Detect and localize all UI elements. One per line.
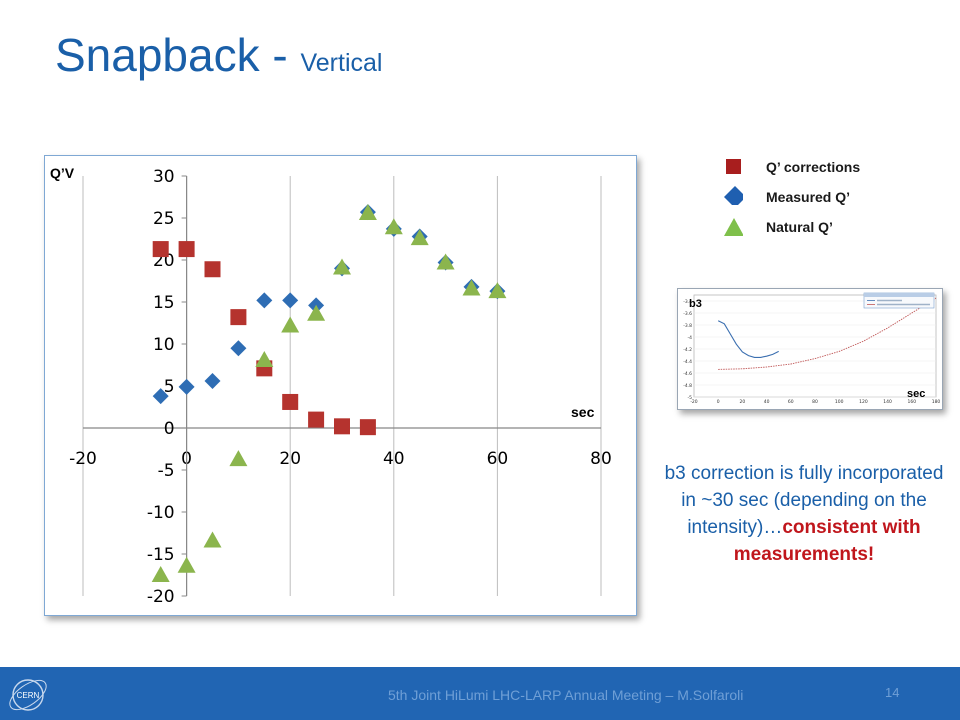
measured-point: [152, 388, 169, 405]
correction-point: [178, 241, 195, 258]
inset-x-tick: 20: [740, 399, 746, 405]
diamond-marker-icon: [724, 186, 743, 205]
natural-point: [255, 350, 274, 367]
measured-point: [230, 340, 247, 357]
slide-title-main: Snapback -: [55, 29, 301, 81]
inset-x-label: sec: [907, 388, 926, 400]
slide-title: Snapback - Vertical: [55, 28, 382, 82]
x-tick-label: 60: [487, 449, 509, 469]
legend-label: Q’ corrections: [766, 159, 861, 175]
y-tick-label: 30: [153, 167, 175, 187]
y-tick-label: 10: [153, 335, 175, 355]
main-chart: -20 0 20 40 60 80 -20 -15 -10 -5 0 5 10 15 20 25 30 Q’V …: [44, 155, 637, 616]
y-tick-label: 25: [153, 209, 175, 229]
correction-point: [308, 411, 325, 428]
x-axis-label: sec: [571, 404, 595, 420]
inset-y-tick: -4.6: [683, 371, 692, 377]
slide-title-sub: Vertical: [300, 49, 383, 77]
inset-y-tick: -3.8: [683, 323, 692, 329]
correction-point: [334, 418, 350, 435]
correction-point: [204, 261, 221, 278]
inset-plot-area: [693, 294, 937, 398]
inset-x-tick: 140: [883, 399, 892, 405]
natural-point: [177, 556, 196, 573]
correction-point: [152, 241, 169, 258]
inset-x-tick: 60: [788, 399, 794, 405]
correction-point: [359, 419, 376, 436]
measured-point: [178, 378, 195, 395]
inset-y-tick: -5: [688, 395, 693, 401]
x-tick-label: 40: [383, 449, 405, 469]
inset-series-red: [718, 297, 937, 370]
page-number: 14: [885, 685, 900, 700]
y-tick-label: 5: [164, 377, 175, 397]
note-highlight: consistent with measurements!: [733, 517, 921, 565]
measured-point: [282, 292, 299, 309]
natural-point: [281, 316, 300, 333]
legend-label: Measured Q’: [766, 189, 851, 205]
x-tick-label: 80: [590, 449, 612, 469]
inset-y-tick: -4.2: [683, 347, 692, 353]
y-axis-label: Q’V: [50, 165, 75, 181]
footer-bar: CERN 5th Joint HiLumi LHC-LARP Annual Me…: [0, 667, 960, 720]
conclusion-note: b3 correction is fully incorporated in ~…: [662, 460, 946, 568]
inset-x-tick: 80: [812, 399, 818, 405]
natural-point: [229, 450, 248, 467]
y-tick-label: -20: [147, 587, 175, 607]
cern-logo-text: CERN: [17, 691, 40, 700]
x-tick-label: -20: [69, 449, 97, 469]
inset-y-tick: -3.4: [683, 299, 692, 305]
y-tick-label: -5: [158, 461, 175, 481]
inset-y-tick: -4.4: [683, 359, 692, 365]
note-text: b3 correction is fully incorporated in ~…: [664, 463, 944, 538]
square-marker-icon: [726, 159, 741, 174]
inset-x-tick: 0: [717, 399, 720, 405]
correction-point: [230, 309, 247, 326]
natural-point: [151, 566, 170, 582]
legend-label: Natural Q’: [766, 219, 833, 235]
inset-y-tick: -4.8: [683, 383, 692, 389]
inset-x-tick: -20: [690, 399, 697, 405]
y-tick-label: -15: [147, 545, 175, 565]
inset-chart-svg: -3.4 -3.6 -3.8 -4 -4.2 -4.4 -4.6 -4.8 -5-20 0 20 40…: [683, 292, 941, 405]
cern-logo-icon: CERN: [9, 679, 47, 711]
natural-point: [333, 258, 351, 275]
inset-y-tick: -3.6: [683, 311, 692, 317]
natural-point: [488, 282, 507, 299]
inset-series-blue: [717, 320, 779, 358]
natural-point: [358, 203, 377, 220]
inset-x-tick: 100: [835, 399, 844, 405]
measured-point: [256, 292, 273, 309]
natural-point: [462, 279, 481, 296]
b3-inset-chart: -3.4 -3.6 -3.8 -4 -4.2 -4.4 -4.6 -4.8 -5 -20 0 20 40…: [677, 288, 943, 410]
natural-point: [203, 531, 222, 548]
y-tick-label: 0: [164, 419, 175, 439]
natural-point: [384, 218, 403, 235]
natural-point: [307, 304, 326, 321]
inset-legend-header: [864, 293, 934, 297]
inset-x-tick: 180: [932, 399, 941, 405]
correction-point: [282, 393, 299, 410]
x-tick-label: 20: [279, 449, 301, 469]
y-tick-label: -10: [147, 503, 175, 523]
natural-point: [436, 253, 455, 270]
natural-point: [410, 229, 429, 246]
inset-x-tick: 40: [764, 399, 770, 405]
y-tick-label: 15: [153, 293, 175, 313]
footer-text: 5th Joint HiLumi LHC-LARP Annual Meeting…: [388, 687, 744, 703]
triangle-marker-icon: [724, 218, 743, 236]
inset-x-tick: 160: [908, 399, 917, 405]
inset-y-label: b3: [689, 298, 702, 310]
inset-y-tick: -4: [688, 335, 693, 341]
inset-x-tick: 120: [859, 399, 868, 405]
measured-point: [204, 372, 221, 389]
